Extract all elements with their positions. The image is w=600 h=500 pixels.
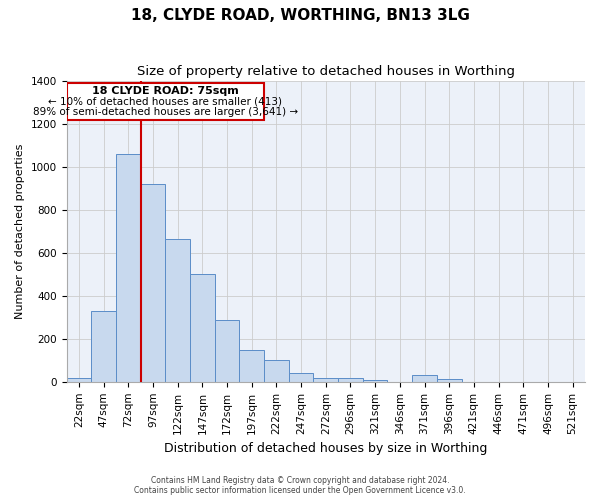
Bar — [412, 376, 437, 382]
Bar — [165, 238, 190, 382]
Text: ← 10% of detached houses are smaller (413): ← 10% of detached houses are smaller (41… — [48, 96, 282, 106]
Bar — [313, 378, 338, 382]
Bar — [363, 380, 388, 382]
Bar — [140, 184, 165, 382]
Bar — [116, 154, 140, 382]
Title: Size of property relative to detached houses in Worthing: Size of property relative to detached ho… — [137, 65, 515, 78]
Bar — [91, 311, 116, 382]
Text: 18 CLYDE ROAD: 75sqm: 18 CLYDE ROAD: 75sqm — [92, 86, 239, 96]
Bar — [67, 378, 91, 382]
Bar — [437, 379, 461, 382]
Y-axis label: Number of detached properties: Number of detached properties — [15, 144, 25, 319]
Bar — [190, 274, 215, 382]
X-axis label: Distribution of detached houses by size in Worthing: Distribution of detached houses by size … — [164, 442, 487, 455]
Bar — [338, 378, 363, 382]
Text: 18, CLYDE ROAD, WORTHING, BN13 3LG: 18, CLYDE ROAD, WORTHING, BN13 3LG — [131, 8, 469, 22]
Bar — [239, 350, 264, 382]
Bar — [289, 373, 313, 382]
Text: Contains HM Land Registry data © Crown copyright and database right 2024.
Contai: Contains HM Land Registry data © Crown c… — [134, 476, 466, 495]
Bar — [215, 320, 239, 382]
FancyBboxPatch shape — [67, 82, 264, 120]
Text: 89% of semi-detached houses are larger (3,641) →: 89% of semi-detached houses are larger (… — [33, 107, 298, 117]
Bar — [264, 360, 289, 382]
